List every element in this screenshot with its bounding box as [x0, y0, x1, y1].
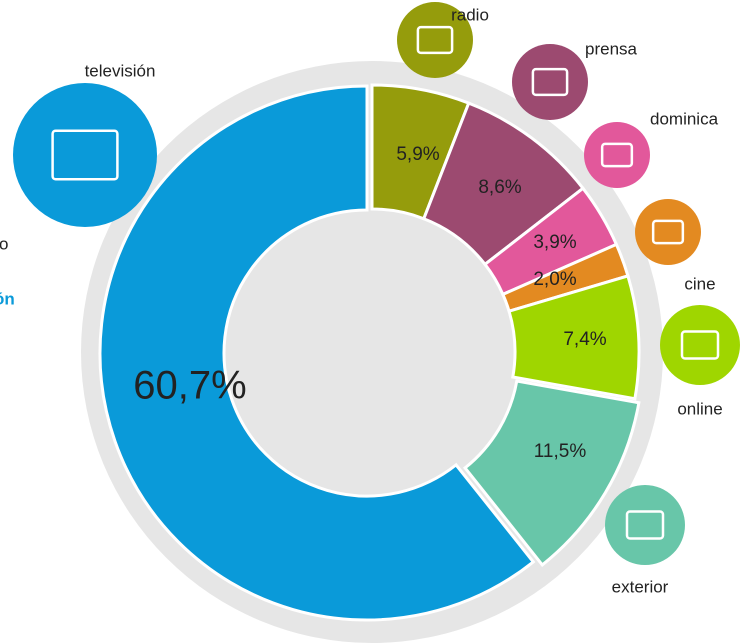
icon-glyph	[531, 67, 569, 97]
icon-glyph	[600, 142, 634, 168]
icon-circle	[605, 485, 685, 565]
category-label: radio	[451, 5, 489, 24]
icon	[605, 485, 685, 565]
icon-glyph	[416, 25, 454, 55]
icon-glyph	[651, 219, 685, 245]
value-label: 60,7%	[133, 364, 246, 408]
category-label: dominica	[650, 109, 719, 128]
annotation: o	[0, 234, 8, 253]
icon-circle	[397, 2, 473, 78]
category-label: exterior	[612, 577, 669, 596]
icon	[512, 44, 588, 120]
annotation: ón	[0, 289, 15, 308]
category-label: cine	[684, 274, 715, 293]
icon-circle	[512, 44, 588, 120]
value-label: 5,9%	[396, 144, 439, 165]
value-label: 3,9%	[533, 232, 576, 253]
icon	[660, 305, 740, 385]
slice	[98, 84, 536, 622]
category-label: online	[677, 399, 722, 418]
value-label: 7,4%	[563, 329, 606, 350]
slice	[507, 274, 641, 401]
icon	[635, 199, 701, 265]
value-label: 8,6%	[478, 177, 521, 198]
icon-glyph	[51, 129, 119, 181]
category-label: prensa	[585, 39, 638, 58]
icon-glyph	[625, 510, 665, 540]
icon	[13, 83, 157, 227]
value-label: 11,5%	[534, 441, 587, 462]
icon-circle	[660, 305, 740, 385]
category-label: televisión	[85, 61, 156, 80]
slice	[462, 379, 641, 568]
value-label: 2,0%	[533, 269, 576, 290]
icon-circle	[13, 83, 157, 227]
icon-circle	[584, 122, 650, 188]
icon-glyph	[680, 330, 720, 360]
icon	[397, 2, 473, 78]
icon-circle	[635, 199, 701, 265]
icon	[584, 122, 650, 188]
